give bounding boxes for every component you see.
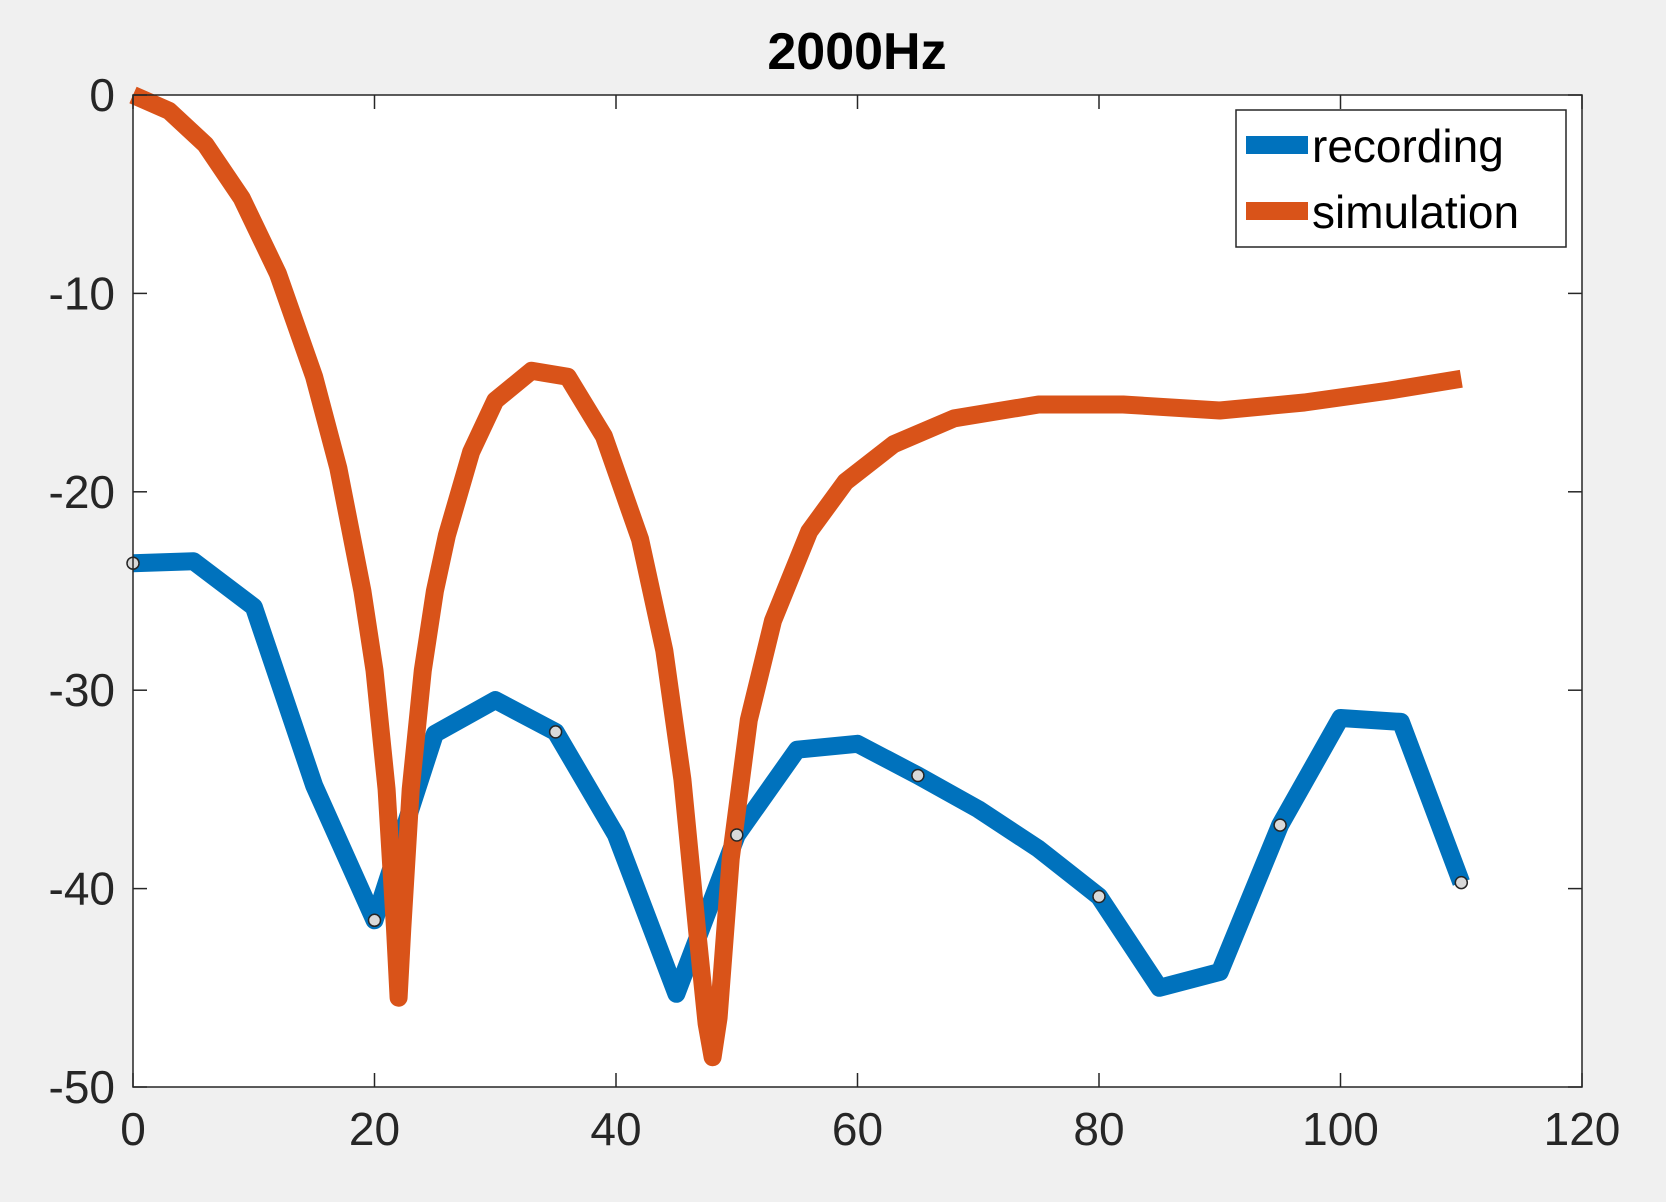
data-marker	[1454, 875, 1469, 890]
x-tick-label: 20	[349, 1103, 400, 1155]
series-line-recording	[132, 552, 1470, 1003]
tick-layer: 0 20 40 60 80 100 120 0 -10 -20 -30 -40 -50	[49, 69, 1621, 1155]
data-marker	[1092, 889, 1106, 904]
x-tick-label: 120	[1544, 1103, 1621, 1155]
series-line-simulation	[129, 86, 1463, 1067]
y-tick-label: -40	[49, 863, 115, 915]
legend-label-recording: recording	[1312, 120, 1504, 172]
data-marker	[1273, 818, 1287, 832]
data-marker	[367, 913, 382, 928]
x-tick-label: 100	[1302, 1103, 1379, 1155]
x-tick-label: 60	[832, 1103, 883, 1155]
x-tick-label: 80	[1073, 1103, 1124, 1155]
legend: recording simulation	[1235, 109, 1567, 248]
x-tick-label: 40	[590, 1103, 641, 1155]
y-tick-label: -20	[49, 466, 115, 518]
y-tick-label: 0	[89, 69, 115, 121]
data-marker	[548, 725, 563, 739]
data-marker	[911, 768, 925, 783]
chart-title: 2000Hz	[767, 23, 946, 81]
data-marker	[730, 828, 744, 842]
y-tick-label: -50	[49, 1061, 115, 1113]
y-tick-label: -30	[49, 664, 115, 716]
series-layer	[129, 86, 1470, 1067]
y-tick-label: -10	[49, 267, 115, 319]
legend-box	[1235, 109, 1567, 248]
legend-label-simulation: simulation	[1312, 186, 1519, 238]
x-tick-label: 0	[120, 1103, 146, 1155]
